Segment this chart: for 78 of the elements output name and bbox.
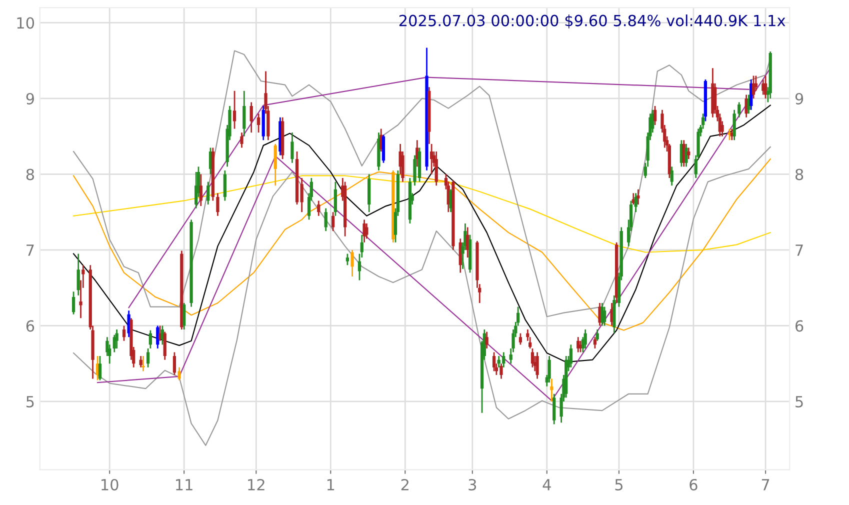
- candlestick: [434, 150, 438, 186]
- candlestick: [552, 393, 556, 425]
- candlestick: [178, 366, 181, 381]
- candlestick: [242, 90, 246, 138]
- candlestick: [156, 325, 160, 350]
- candlestick: [518, 332, 522, 346]
- candlestick: [206, 181, 210, 206]
- candlestick: [72, 290, 76, 316]
- candlestick: [602, 306, 606, 326]
- candlestick: [653, 105, 657, 126]
- candlestick: [331, 211, 335, 232]
- x-tick-label: 4: [542, 479, 551, 490]
- y2-tick-label: 5: [796, 396, 803, 408]
- candlestick: [550, 378, 554, 402]
- y-tick-label: 6: [26, 320, 34, 332]
- candlestick: [172, 352, 176, 376]
- line-series: [72, 175, 771, 253]
- candlestick: [569, 344, 572, 368]
- candlestick: [596, 328, 599, 342]
- candlestick: [636, 188, 640, 206]
- candlestick: [216, 192, 220, 217]
- candlestick: [593, 336, 597, 350]
- line-series: [72, 158, 771, 331]
- candlestick: [670, 166, 674, 186]
- y-tick-label: 5: [26, 396, 34, 408]
- candlestick: [350, 249, 354, 278]
- x-tick-label: 2: [401, 478, 408, 490]
- candlestick: [256, 112, 260, 134]
- candlestick: [250, 102, 253, 134]
- x-tick-label: 5: [615, 479, 622, 491]
- y-tick-label: 8: [26, 168, 34, 180]
- candlestick: [199, 174, 202, 207]
- y2-tick-label: 8: [795, 168, 804, 180]
- chart-title: 2025.07.03 00:00:00 $9.60 5.84% vol:440.9K 1.1x: [399, 14, 786, 28]
- candlestick: [492, 352, 496, 372]
- candlestick: [584, 328, 587, 350]
- candlestick: [365, 222, 368, 240]
- candlestick: [324, 208, 328, 232]
- candlestick: [317, 200, 320, 217]
- candlestick: [485, 331, 488, 350]
- candlestick: [76, 253, 80, 296]
- candlestick: [684, 143, 688, 168]
- x-tick-label: 11: [176, 479, 192, 490]
- x-tick-label: 3: [468, 478, 476, 491]
- x-tick-label: 7: [762, 479, 770, 490]
- candlestick: [687, 147, 690, 160]
- x-tick-label: 10: [102, 478, 118, 491]
- x-tick-label: 12: [248, 478, 264, 490]
- x-tick-label: 1: [327, 479, 334, 490]
- x-tick-label: 6: [690, 478, 698, 491]
- candlestick: [182, 302, 186, 330]
- y2-tick-label: 6: [796, 320, 804, 332]
- candlestick: [346, 253, 350, 266]
- y2-tick-label: 9: [795, 92, 804, 104]
- candlestick: [274, 143, 277, 186]
- candlestick: [148, 330, 152, 350]
- candlestick: [122, 325, 126, 342]
- candlestick: [548, 355, 551, 384]
- candlestick: [163, 331, 166, 361]
- candlestick: [732, 109, 736, 141]
- candlestick: [98, 355, 102, 381]
- candlestick: [115, 328, 118, 350]
- y-tick-label: 10: [17, 17, 34, 29]
- candlestick: [146, 348, 150, 368]
- candlestick: [334, 181, 338, 217]
- candlestick: [139, 355, 142, 368]
- line-series: [72, 146, 771, 446]
- y-tick-label: 7: [26, 244, 34, 256]
- candlestick: [747, 94, 750, 114]
- candlestick: [142, 355, 145, 372]
- candlestick: [290, 132, 294, 164]
- y2-tick-label: 7: [796, 244, 803, 256]
- candlestick: [223, 170, 226, 202]
- y-tick-label: 9: [26, 92, 34, 104]
- candlestick: [240, 132, 244, 148]
- candlestick: [738, 102, 741, 118]
- candlestick: [362, 218, 366, 244]
- candlestick: [232, 90, 236, 130]
